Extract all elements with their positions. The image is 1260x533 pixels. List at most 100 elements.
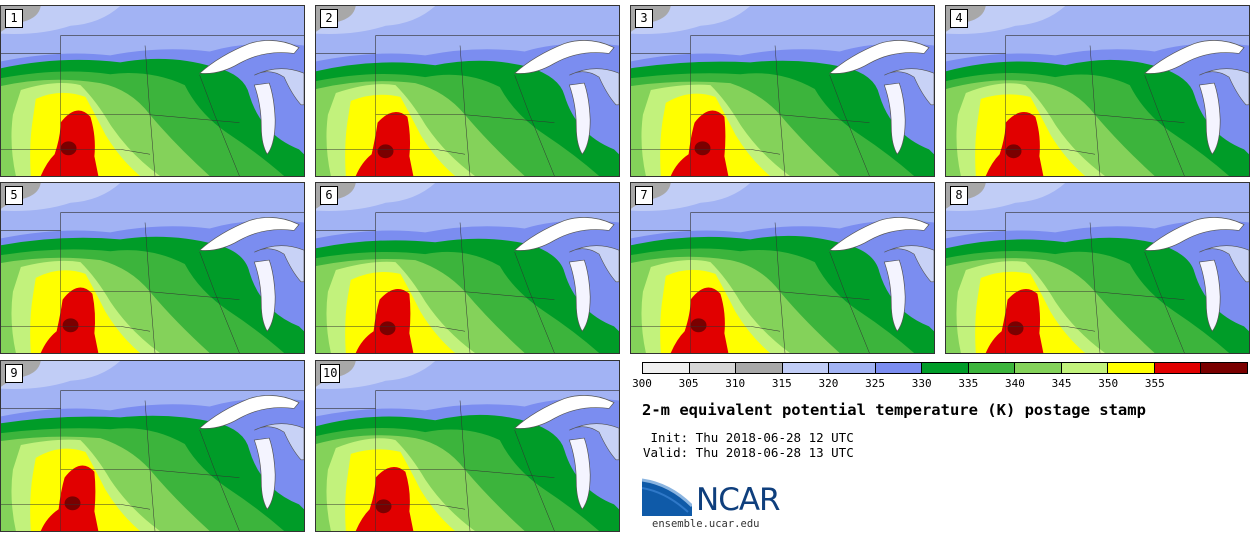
map-dark-red-core bbox=[375, 499, 392, 514]
ensemble-member-panel: 7 bbox=[630, 182, 935, 354]
map-dark-red-core bbox=[60, 141, 77, 156]
map-state-line-3 bbox=[1005, 291, 1185, 300]
panel-map bbox=[1, 361, 304, 531]
map-state-line-3 bbox=[375, 469, 555, 478]
map-lake-huron-area bbox=[254, 423, 304, 461]
colorbar-swatch bbox=[968, 363, 1016, 373]
ensemble-url: ensemble.ucar.edu bbox=[652, 518, 760, 530]
colorbar-swatch bbox=[1108, 363, 1155, 373]
colorbar-swatch bbox=[689, 363, 737, 373]
colorbar-swatch bbox=[922, 363, 969, 373]
map-lake-huron-area bbox=[254, 68, 304, 106]
panel-number-label: 8 bbox=[950, 186, 968, 205]
map-lake-michigan bbox=[253, 82, 276, 155]
map-state-line-3 bbox=[60, 114, 240, 123]
ensemble-member-panel: 4 bbox=[945, 5, 1250, 177]
map-lake-michigan bbox=[883, 259, 906, 332]
colorbar-tick-label: 320 bbox=[818, 377, 839, 390]
map-dark-red-core bbox=[379, 321, 396, 336]
colorbar-tick-label: 340 bbox=[1004, 377, 1025, 390]
ensemble-member-panel: 8 bbox=[945, 182, 1250, 354]
map-lake-superior bbox=[828, 40, 930, 74]
colorbar-swatch bbox=[1201, 363, 1247, 373]
panel-number-label: 3 bbox=[635, 9, 653, 28]
colorbar-swatch bbox=[829, 363, 876, 373]
colorbar-swatch bbox=[643, 363, 690, 373]
map-dark-red-core bbox=[64, 496, 81, 511]
panel-map bbox=[316, 361, 619, 531]
map-lake-superior bbox=[1143, 40, 1245, 74]
colorbar-tick-label: 355 bbox=[1144, 377, 1165, 390]
map-lake-superior bbox=[513, 40, 615, 74]
map-state-line-5 bbox=[631, 149, 781, 155]
ncar-logo-text: NCAR bbox=[696, 482, 781, 518]
map-state-line-3 bbox=[690, 114, 870, 123]
map-lake-huron-area bbox=[1199, 68, 1249, 106]
panel-map bbox=[1, 183, 304, 353]
map-lake-michigan bbox=[253, 259, 276, 332]
colorbar-tick-label: 335 bbox=[958, 377, 979, 390]
map-border-line-north bbox=[1, 35, 304, 54]
map-lake-michigan bbox=[568, 82, 591, 155]
ensemble-member-panel: 3 bbox=[630, 5, 935, 177]
panel-map bbox=[1, 6, 304, 176]
ensemble-member-panel: 9 bbox=[0, 360, 305, 532]
panel-map bbox=[631, 183, 934, 353]
map-state-line-3 bbox=[60, 291, 240, 300]
map-state-line-5 bbox=[316, 326, 466, 332]
map-red-core bbox=[985, 288, 1044, 353]
map-state-line-5 bbox=[1, 149, 151, 155]
map-dark-red-core bbox=[1005, 144, 1022, 159]
map-border-line-north bbox=[946, 35, 1249, 54]
ncar-logo: NCAR bbox=[641, 476, 802, 524]
colorbar-swatch bbox=[1154, 363, 1202, 373]
ncar-logo-mark bbox=[641, 478, 694, 516]
ensemble-member-panel: 1 bbox=[0, 5, 305, 177]
map-lake-superior bbox=[198, 217, 300, 251]
map-lake-huron-area bbox=[884, 68, 934, 106]
map-red-core bbox=[355, 466, 414, 531]
map-red-core bbox=[985, 111, 1044, 176]
colorbar-swatch bbox=[1061, 363, 1109, 373]
panel-number-label: 1 bbox=[5, 9, 23, 28]
map-lake-huron-area bbox=[1199, 245, 1249, 283]
map-lake-michigan bbox=[568, 437, 591, 510]
colorbar-swatch bbox=[736, 363, 783, 373]
map-state-line-5 bbox=[1, 326, 151, 332]
map-lake-michigan bbox=[253, 437, 276, 510]
map-lake-huron-area bbox=[884, 245, 934, 283]
colorbar-tick-labels: 300 305 310 315 320 325 330 335 340 345 350 355 bbox=[632, 377, 1248, 393]
map-lake-superior bbox=[1143, 217, 1245, 251]
map-lake-superior bbox=[513, 395, 615, 429]
valid-time: Valid: Thu 2018-06-28 13 UTC bbox=[643, 445, 854, 460]
ensemble-member-panel: 6 bbox=[315, 182, 620, 354]
map-state-line-3 bbox=[60, 469, 240, 478]
colorbar bbox=[642, 362, 1248, 374]
panel-number-label: 9 bbox=[5, 364, 23, 383]
map-dark-red-core bbox=[377, 144, 394, 159]
panel-map bbox=[946, 183, 1249, 353]
map-border-line-north bbox=[946, 212, 1249, 231]
colorbar-tick-label: 305 bbox=[678, 377, 699, 390]
colorbar-tick-label: 310 bbox=[725, 377, 746, 390]
map-state-line-4 bbox=[514, 75, 555, 176]
map-border-line-north bbox=[316, 212, 619, 231]
map-state-line-4 bbox=[1144, 75, 1185, 176]
map-lake-michigan bbox=[1198, 259, 1221, 332]
panel-number-label: 6 bbox=[320, 186, 338, 205]
map-dark-red-core bbox=[694, 141, 711, 156]
panel-map bbox=[316, 6, 619, 176]
init-time: Init: Thu 2018-06-28 12 UTC bbox=[643, 430, 854, 445]
map-state-line-5 bbox=[316, 149, 466, 155]
panel-map bbox=[631, 6, 934, 176]
map-lake-superior bbox=[198, 395, 300, 429]
map-dark-red-core bbox=[690, 318, 707, 333]
map-state-line-4 bbox=[199, 252, 240, 353]
map-state-line-5 bbox=[946, 326, 1096, 332]
map-state-line-5 bbox=[316, 504, 466, 510]
colorbar-tick-label: 300 bbox=[632, 377, 652, 390]
map-state-line-4 bbox=[829, 75, 870, 176]
panel-number-label: 10 bbox=[320, 364, 341, 383]
panel-number-label: 7 bbox=[635, 186, 653, 205]
map-lake-huron-area bbox=[569, 68, 619, 106]
